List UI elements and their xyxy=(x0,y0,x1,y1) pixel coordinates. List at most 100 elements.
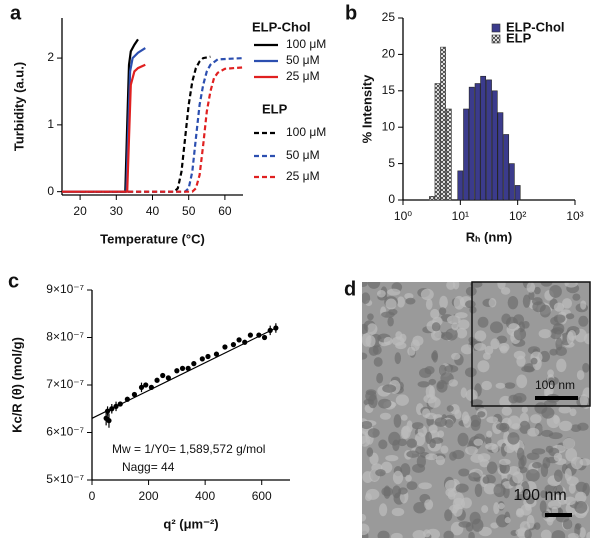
particle xyxy=(501,406,512,416)
particle xyxy=(431,322,441,332)
particle xyxy=(481,380,493,391)
particle xyxy=(365,335,376,348)
particle xyxy=(474,483,483,497)
point xyxy=(199,356,205,362)
legend-label: 25 μM xyxy=(286,169,320,183)
particle xyxy=(500,287,511,295)
y-tick-label: 15 xyxy=(382,83,396,97)
x-axis-label: Temperature (°C) xyxy=(100,231,205,246)
particle xyxy=(486,461,498,474)
legend-label: 25 μM xyxy=(286,69,320,83)
particle xyxy=(484,436,492,446)
particle xyxy=(515,494,527,501)
particle xyxy=(376,372,384,384)
particle xyxy=(469,306,477,314)
particle xyxy=(516,374,528,389)
y-tick-label: 0 xyxy=(388,192,395,206)
particle xyxy=(416,455,427,468)
particle xyxy=(571,456,583,470)
particle xyxy=(504,444,515,454)
legend-label: 50 μM xyxy=(286,148,320,162)
particle xyxy=(485,442,497,450)
particle xyxy=(412,530,426,538)
particle xyxy=(473,438,484,446)
particle xyxy=(507,295,519,310)
particle xyxy=(564,468,572,482)
particle xyxy=(567,532,579,538)
particle xyxy=(479,459,490,468)
particle xyxy=(530,414,542,424)
particle xyxy=(552,322,565,335)
particle xyxy=(515,396,523,403)
particle xyxy=(445,488,457,497)
x-tick-label: 600 xyxy=(252,489,272,503)
particle xyxy=(578,315,589,327)
particle xyxy=(477,453,491,462)
particle xyxy=(390,532,403,538)
particle xyxy=(406,481,418,490)
particle xyxy=(452,282,460,290)
line xyxy=(80,57,244,193)
particle xyxy=(552,494,564,502)
particle xyxy=(555,484,564,496)
tem-texture xyxy=(362,282,590,538)
x-tick-label: 20 xyxy=(73,204,87,218)
particle xyxy=(495,382,506,389)
particle xyxy=(544,484,557,494)
particle xyxy=(404,292,414,300)
bar xyxy=(480,75,487,201)
particle xyxy=(518,457,525,470)
line xyxy=(62,63,146,193)
x-tick-label: 10³ xyxy=(566,209,583,223)
particle xyxy=(451,322,459,331)
particle xyxy=(446,405,454,412)
particle xyxy=(530,357,538,365)
particle xyxy=(474,330,487,342)
particle xyxy=(572,293,581,301)
particle xyxy=(586,531,590,538)
particle xyxy=(513,327,527,341)
particle xyxy=(564,282,578,288)
particle xyxy=(399,333,407,343)
point xyxy=(179,365,186,371)
particle xyxy=(417,381,430,388)
particle xyxy=(477,360,490,373)
particle xyxy=(424,366,435,375)
particle xyxy=(411,422,424,430)
particle xyxy=(470,419,481,431)
particle xyxy=(580,300,587,310)
particle xyxy=(453,295,465,310)
x-axis-label: q² (μm⁻²) xyxy=(163,516,218,531)
x-tick-label: 40 xyxy=(146,204,160,218)
particle xyxy=(481,505,489,514)
particle xyxy=(465,300,476,309)
particle xyxy=(540,282,553,287)
particle xyxy=(385,298,397,310)
particle xyxy=(428,424,438,434)
particle xyxy=(527,427,540,437)
particle xyxy=(440,445,449,454)
particle xyxy=(526,514,535,529)
y-tick-label: 5×10⁻⁷ xyxy=(46,472,84,486)
particle xyxy=(562,298,573,309)
particle xyxy=(499,463,510,474)
y-tick-label: 6×10⁻⁷ xyxy=(46,425,84,439)
particle xyxy=(489,321,504,334)
particle xyxy=(443,530,454,538)
y-tick-label: 9×10⁻⁷ xyxy=(46,282,84,296)
point xyxy=(174,368,180,374)
x-tick-label: 10¹ xyxy=(452,209,469,223)
particle xyxy=(452,503,463,517)
particle xyxy=(362,323,369,334)
particle xyxy=(395,394,409,406)
particle xyxy=(418,482,432,490)
x-tick-label: 50 xyxy=(182,204,196,218)
particle xyxy=(434,417,448,427)
bar xyxy=(474,83,481,201)
particle xyxy=(438,307,447,316)
particle xyxy=(377,290,386,298)
particle xyxy=(515,484,524,493)
particle xyxy=(431,350,439,363)
y-axis-label: Turbidity (a.u.) xyxy=(11,62,26,151)
particle xyxy=(387,288,401,296)
